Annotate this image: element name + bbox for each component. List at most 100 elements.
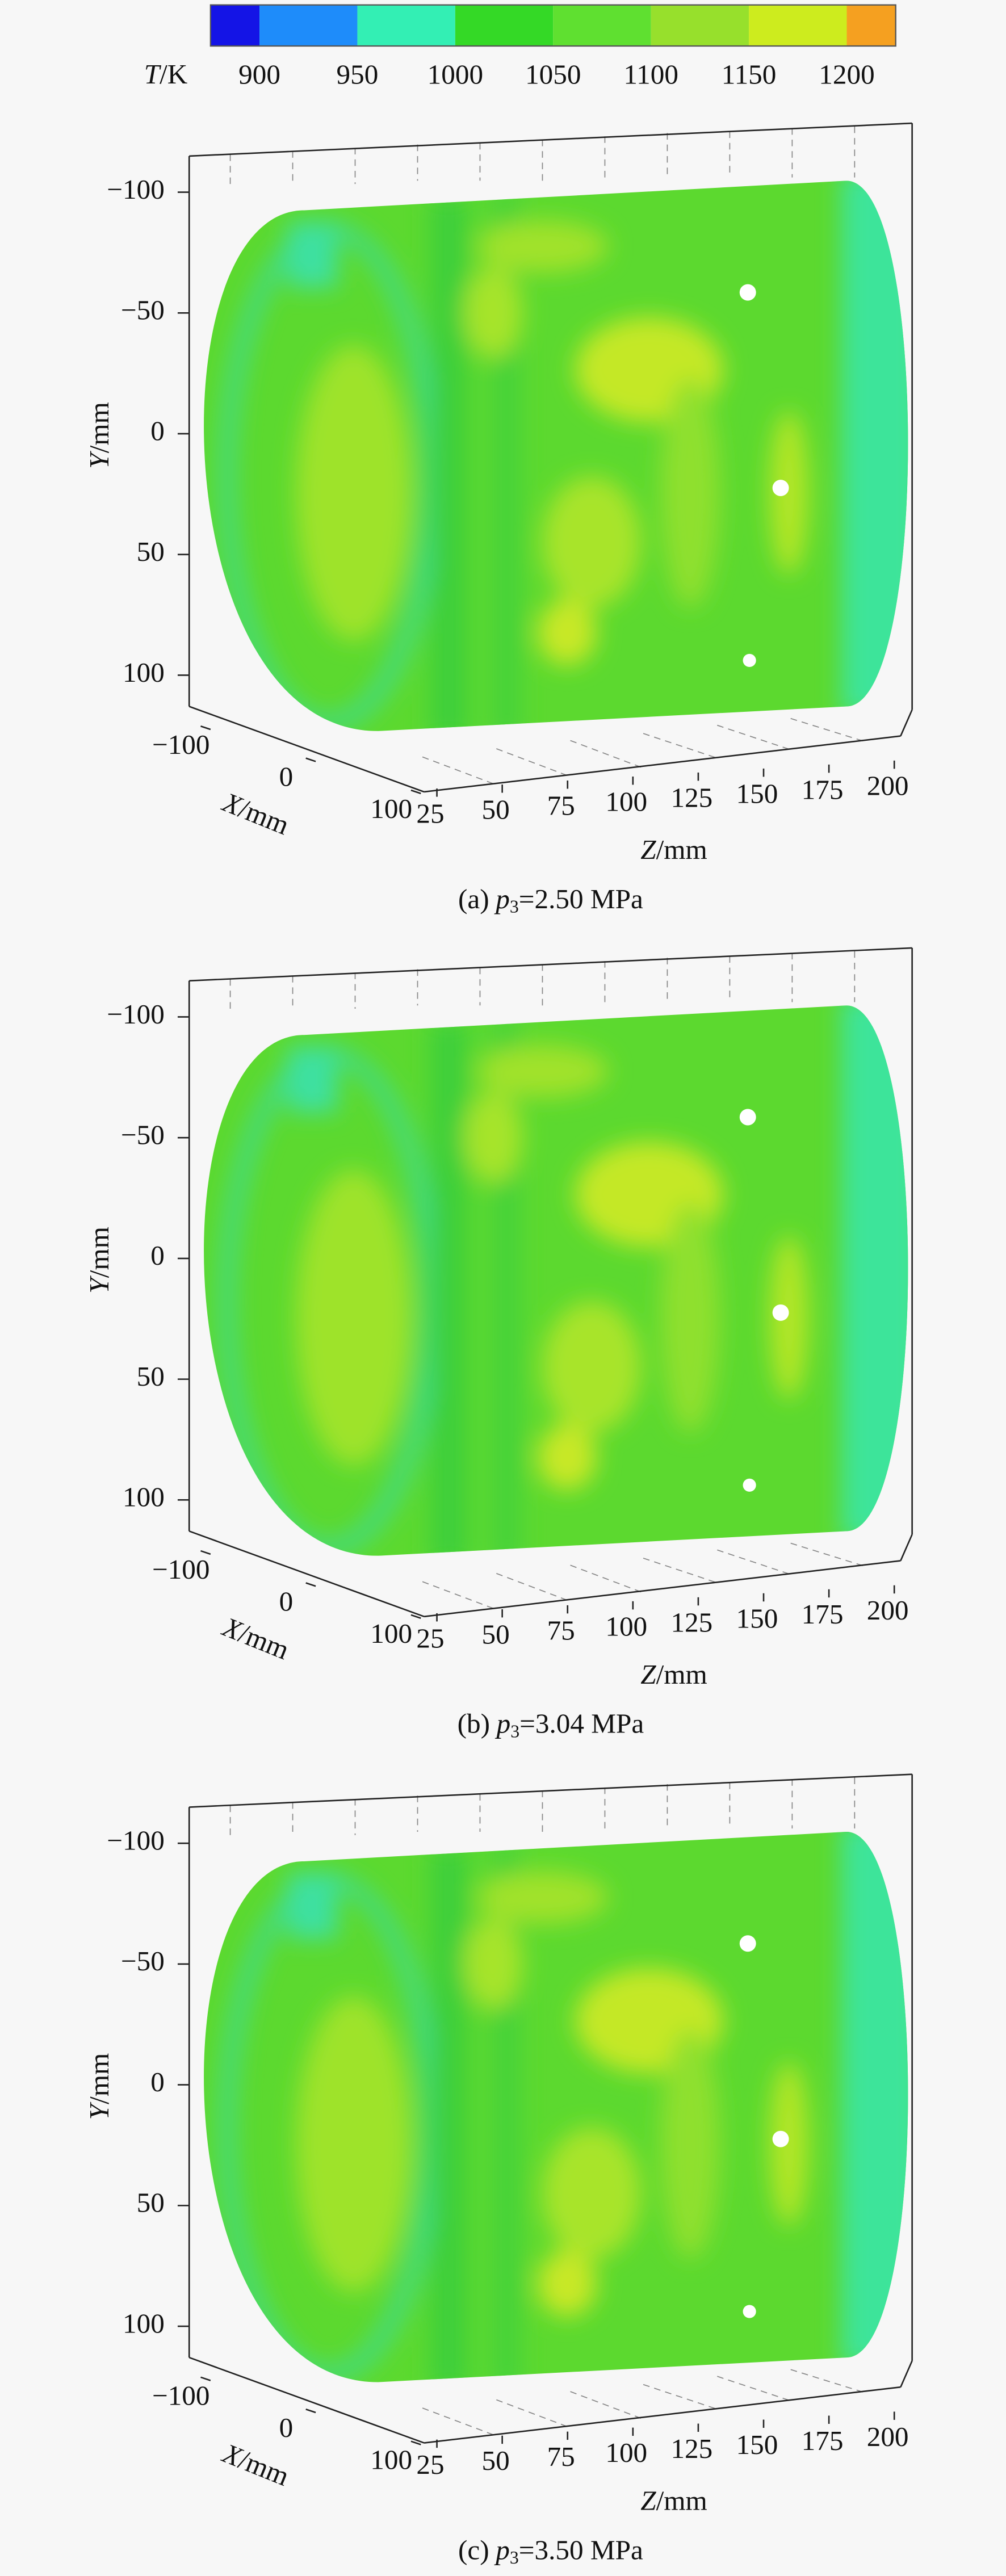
- temperature-surface: [148, 156, 937, 748]
- y-tick-label: 50: [137, 536, 165, 567]
- y-label-unit: /mm: [83, 402, 115, 453]
- colorbar-block: [455, 5, 554, 47]
- y-tick-label: 100: [123, 657, 165, 688]
- z-label-unit: /mm: [656, 2485, 707, 2516]
- y-tick-label: −100: [107, 174, 165, 205]
- x-label-unit: /mm: [234, 1618, 294, 1666]
- colorbar-tick-label: 950: [337, 58, 379, 90]
- x-tick-label: −100: [152, 729, 210, 760]
- caption-sub: 3: [510, 897, 519, 917]
- caption-var: p: [494, 883, 510, 914]
- colorbar-tick-label: 1200: [819, 58, 874, 90]
- z-tick-label: 75: [547, 790, 575, 821]
- colorbar-block: [259, 5, 358, 47]
- z-tick-label: 200: [867, 1595, 909, 1626]
- z-tick-label: 175: [802, 1599, 844, 1630]
- x-tick-label: 0: [279, 761, 294, 792]
- y-tick-label: 0: [150, 415, 165, 446]
- x-axis-label: X/mm: [217, 786, 294, 841]
- caption-var: p: [494, 2535, 510, 2566]
- caption-text: =2.50 MPa: [519, 883, 643, 914]
- y-label-var: Y: [83, 1276, 115, 1294]
- z-tick-label: 150: [736, 778, 778, 809]
- panel-caption: (a) p3=2.50 MPa: [458, 883, 643, 917]
- colorbar-frame: [209, 4, 896, 47]
- panel-caption: (b) p3=3.04 MPa: [458, 1708, 644, 1742]
- y-tick-label: −50: [121, 1945, 165, 1977]
- x-tick: [410, 789, 421, 795]
- colorbar-title: T/K: [144, 58, 188, 90]
- z-tick-label: 75: [547, 1614, 575, 1646]
- z-tick-label: 200: [867, 2421, 909, 2452]
- colorbar-tick-label: 1050: [525, 58, 581, 90]
- temperature-surface: [148, 1807, 937, 2399]
- x-tick: [305, 757, 316, 762]
- x-tick: [305, 1582, 316, 1587]
- z-tick-label: 100: [605, 2437, 647, 2468]
- y-label-unit: /mm: [83, 1227, 115, 1278]
- z-label-var: Z: [640, 1659, 656, 1690]
- y-label-unit: /mm: [83, 2053, 115, 2104]
- x-tick-label: 100: [370, 1618, 412, 1649]
- colorbar-block: [846, 5, 896, 47]
- y-tick-label: −100: [107, 1825, 165, 1856]
- z-tick-label: 150: [736, 1602, 778, 1634]
- y-tick-label: −50: [121, 1119, 165, 1150]
- y-tick-label: 100: [123, 2308, 165, 2339]
- x-axis-label: X/mm: [217, 2437, 294, 2492]
- caption-sub: 3: [510, 2548, 519, 2567]
- z-label-unit: /mm: [656, 834, 707, 865]
- panel: −100 −50 0 50 100 Y/mm −100 0 100 X/mm 25 50 75 100 12…: [83, 947, 937, 1742]
- colorbar-block: [357, 5, 455, 47]
- z-tick-label: 25: [416, 798, 444, 829]
- z-tick-label: 50: [481, 794, 509, 825]
- z-tick-label: 25: [416, 2449, 444, 2480]
- z-tick-label: 125: [670, 2433, 712, 2464]
- caption-panel: (b): [458, 1708, 490, 1739]
- caption-text: =3.50 MPa: [519, 2535, 643, 2566]
- y-tick-label: −100: [107, 998, 165, 1030]
- y-tick-label: 0: [150, 2066, 165, 2097]
- z-tick-label: 125: [670, 782, 712, 813]
- y-axis-label: Y/mm: [83, 2053, 115, 2120]
- y-label-var: Y: [83, 451, 115, 469]
- colorbar-tick-label: 1000: [427, 58, 483, 90]
- z-axis-label: Z/mm: [640, 2485, 707, 2516]
- colorbar-title-unit: /K: [160, 58, 188, 90]
- colorbar-block: [749, 5, 847, 47]
- x-axis-label: X/mm: [217, 1611, 294, 1666]
- colorbar-title-var: T: [144, 58, 162, 90]
- x-tick-label: 100: [370, 793, 412, 824]
- caption-sub: 3: [510, 1722, 519, 1742]
- x-tick: [305, 2409, 316, 2414]
- y-axis-label: Y/mm: [83, 1227, 115, 1294]
- y-tick-label: 50: [137, 1361, 165, 1392]
- z-tick-label: 25: [416, 1622, 444, 1654]
- z-tick-label: 100: [605, 786, 647, 817]
- x-tick-label: 100: [370, 2444, 412, 2476]
- z-tick-label: 50: [481, 1618, 509, 1650]
- panel: −100 −50 0 50 100 Y/mm −100 0 100 X/mm 25 50 75 100 12…: [83, 122, 937, 917]
- z-tick-label: 50: [481, 2445, 509, 2476]
- x-tick: [410, 2440, 421, 2445]
- z-axis-label: Z/mm: [640, 834, 707, 865]
- z-label-var: Z: [640, 834, 656, 865]
- z-axis-label: Z/mm: [640, 1659, 707, 1690]
- z-tick-label: 175: [802, 774, 844, 805]
- x-tick-label: 0: [279, 2412, 294, 2443]
- colorbar-tick-label: 1100: [623, 58, 678, 90]
- z-label-unit: /mm: [656, 1659, 707, 1690]
- z-label-var: Z: [640, 2485, 656, 2516]
- x-tick: [200, 2376, 211, 2381]
- panel: −100 −50 0 50 100 Y/mm −100 0 100 X/mm 25 50 75 100 12…: [83, 1773, 937, 2568]
- y-axis-label: Y/mm: [83, 402, 115, 469]
- z-tick-label: 150: [736, 2429, 778, 2460]
- panel-caption: (c) p3=3.50 MPa: [458, 2535, 643, 2568]
- z-tick-label: 175: [802, 2425, 844, 2456]
- z-tick-label: 75: [547, 2441, 575, 2472]
- temperature-surface: [148, 981, 937, 1572]
- z-tick-label: 200: [867, 770, 909, 801]
- y-tick-label: −50: [121, 295, 165, 326]
- y-tick-label: 100: [123, 1482, 165, 1513]
